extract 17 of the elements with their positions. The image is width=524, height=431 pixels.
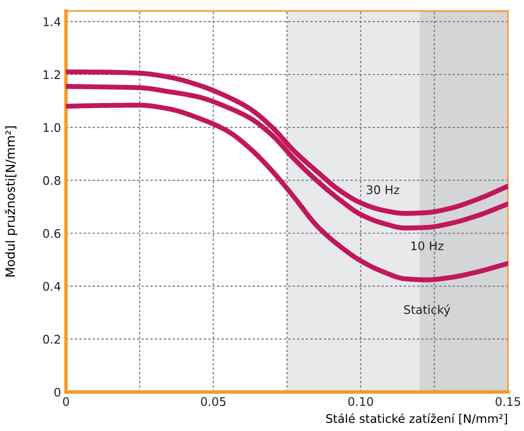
y-tick-label: 1.4 xyxy=(44,17,60,26)
y-axis-title: Modul pružnosti[N/mm²] xyxy=(4,126,18,276)
x-tick-label: 0.10 xyxy=(348,397,374,406)
series-label: 10 Hz xyxy=(411,241,444,250)
x-tick-label: 0.05 xyxy=(200,397,226,406)
y-tick-label: 1.0 xyxy=(44,123,60,132)
x-tick-label: 0 xyxy=(63,397,69,406)
y-tick-label: 1.2 xyxy=(44,70,60,79)
x-axis-title: Stálé statické zatížení [N/mm²] xyxy=(326,413,507,424)
y-tick-label: 0 xyxy=(54,388,60,397)
y-tick-label: 0.4 xyxy=(43,282,60,291)
x-tick-label: 0.15 xyxy=(496,397,520,406)
y-tick-label: 0.6 xyxy=(43,228,60,238)
series-label: 30 Hz xyxy=(366,185,400,194)
text: Statický xyxy=(404,304,450,316)
y-tick-label: 0.2 xyxy=(43,334,60,344)
y-tick-label: 0.8 xyxy=(43,176,60,185)
